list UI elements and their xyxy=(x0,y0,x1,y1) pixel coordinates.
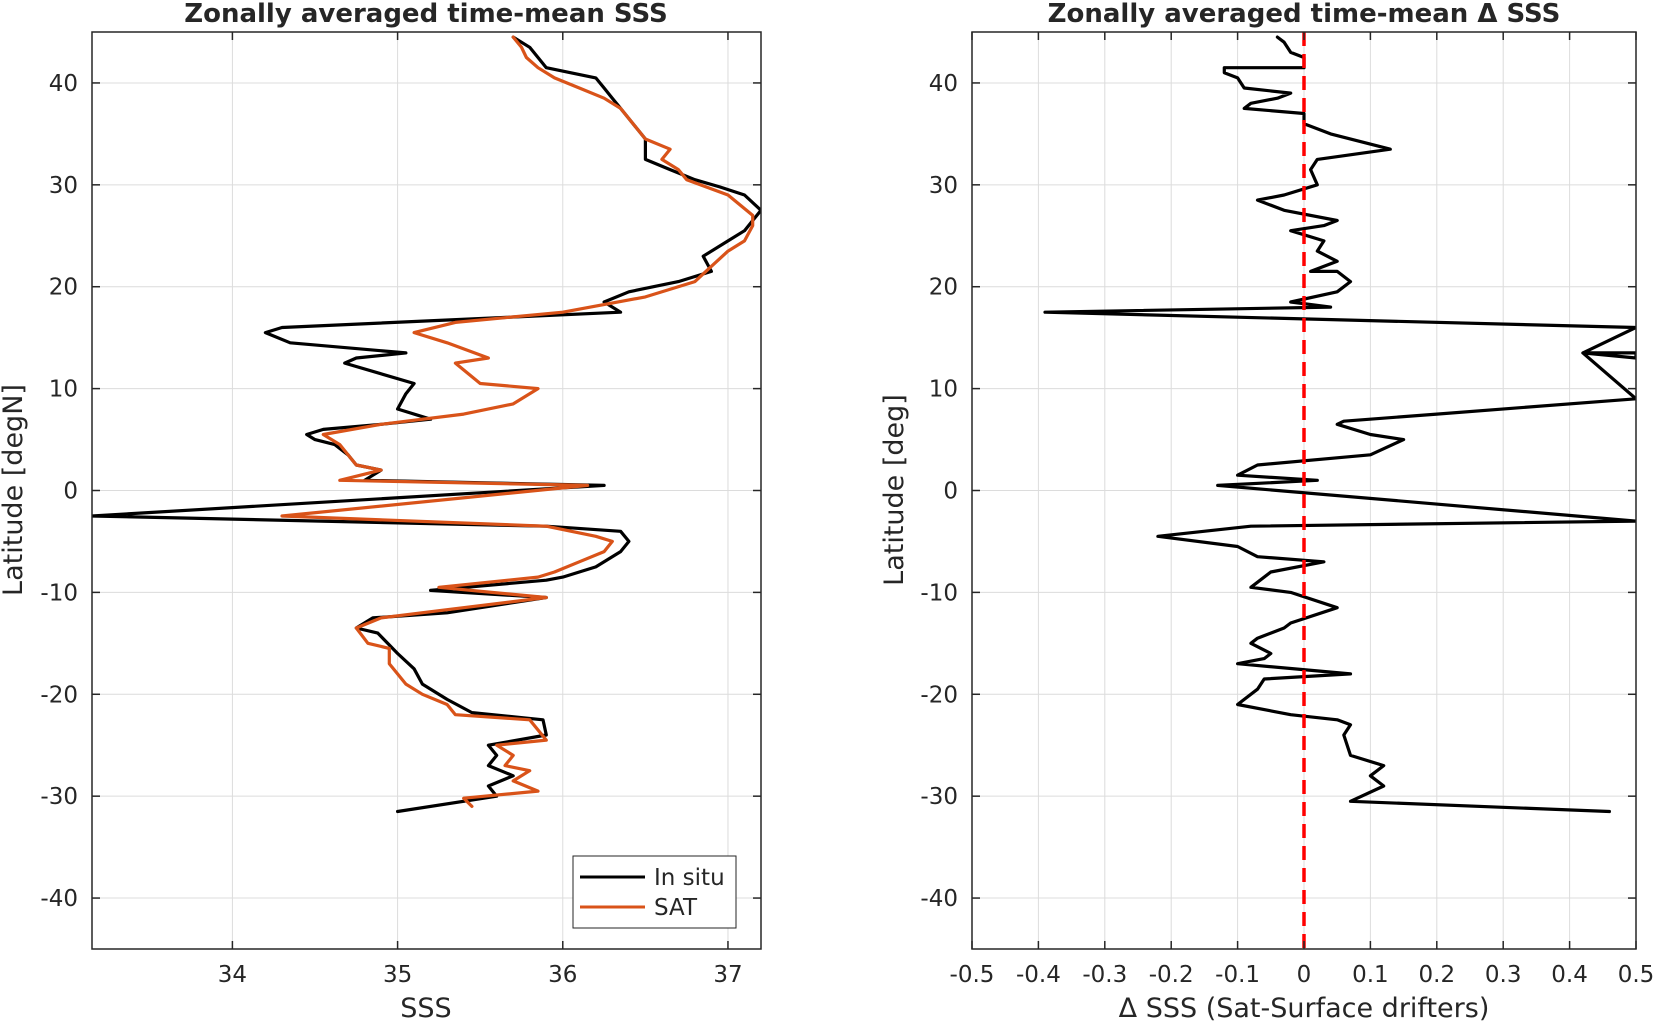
y-tick-label: -30 xyxy=(40,784,78,810)
x-tick-label: 35 xyxy=(383,962,412,988)
legend: In situ SAT xyxy=(572,855,737,929)
left-x-axis-label: SSS xyxy=(400,993,451,1024)
y-tick-label: 10 xyxy=(49,377,78,403)
y-tick-label: -10 xyxy=(920,580,958,606)
x-tick-label: -0.2 xyxy=(1149,962,1194,988)
x-tick-label: 37 xyxy=(713,962,742,988)
y-tick-label: 30 xyxy=(929,173,958,199)
y-tick-label: 0 xyxy=(63,479,78,505)
legend-label-in-situ: In situ xyxy=(654,865,725,891)
x-tick-label: 0.5 xyxy=(1618,962,1655,988)
x-tick-label: -0.3 xyxy=(1082,962,1127,988)
x-tick-label: 36 xyxy=(548,962,577,988)
y-tick-label: 30 xyxy=(49,173,78,199)
x-tick-label: -0.5 xyxy=(950,962,995,988)
y-tick-label: -20 xyxy=(920,682,958,708)
left-y-axis-label: Latitude [degN] xyxy=(0,384,29,596)
y-tick-label: 20 xyxy=(49,275,78,301)
x-tick-label: 0.2 xyxy=(1419,962,1456,988)
y-tick-label: -20 xyxy=(40,682,78,708)
y-tick-label: 40 xyxy=(929,71,958,97)
y-tick-label: 0 xyxy=(943,479,958,505)
right-title: Zonally averaged time-mean Δ SSS xyxy=(1048,0,1561,29)
y-tick-label: 40 xyxy=(49,71,78,97)
legend-label-sat: SAT xyxy=(654,895,698,921)
y-tick-label: 10 xyxy=(929,377,958,403)
x-tick-label: 0.3 xyxy=(1485,962,1522,988)
left-panel: 34 35 36 37 -40 -30 -20 -10 0 10 20 30 40 Zonally a… xyxy=(0,0,762,1024)
y-tick-label: -40 xyxy=(920,886,958,912)
left-title: Zonally averaged time-mean SSS xyxy=(184,0,668,29)
right-panel: -0.5 -0.4 -0.3 -0.2 -0.1 0 0.1 0.2 0.3 0.4 0.5 -40… xyxy=(879,0,1654,1024)
right-y-axis-label: Latitude [deg] xyxy=(879,394,910,586)
left-series-group xyxy=(92,35,761,814)
x-tick-label: -0.1 xyxy=(1215,962,1260,988)
legend-box xyxy=(572,855,737,929)
left-y-ticks: -40 -30 -20 -10 0 10 20 30 40 xyxy=(40,71,761,912)
x-tick-label: -0.4 xyxy=(1016,962,1061,988)
series-line-sat xyxy=(280,35,755,809)
x-tick-label: 0 xyxy=(1297,962,1312,988)
y-tick-label: -10 xyxy=(40,580,78,606)
right-x-ticks: -0.5 -0.4 -0.3 -0.2 -0.1 0 0.1 0.2 0.3 0.4 0.5 xyxy=(950,32,1655,988)
y-tick-label: -40 xyxy=(40,886,78,912)
y-tick-label: -30 xyxy=(920,784,958,810)
left-x-ticks: 34 35 36 37 xyxy=(218,32,743,988)
right-x-axis-label: Δ SSS (Sat-Surface drifters) xyxy=(1119,993,1490,1024)
y-tick-label: 20 xyxy=(929,275,958,301)
x-tick-label: 34 xyxy=(218,962,247,988)
right-y-ticks: -40 -30 -20 -10 0 10 20 30 40 xyxy=(920,71,1636,912)
x-tick-label: 0.1 xyxy=(1352,962,1389,988)
x-tick-label: 0.4 xyxy=(1551,962,1588,988)
left-grid xyxy=(92,32,761,949)
